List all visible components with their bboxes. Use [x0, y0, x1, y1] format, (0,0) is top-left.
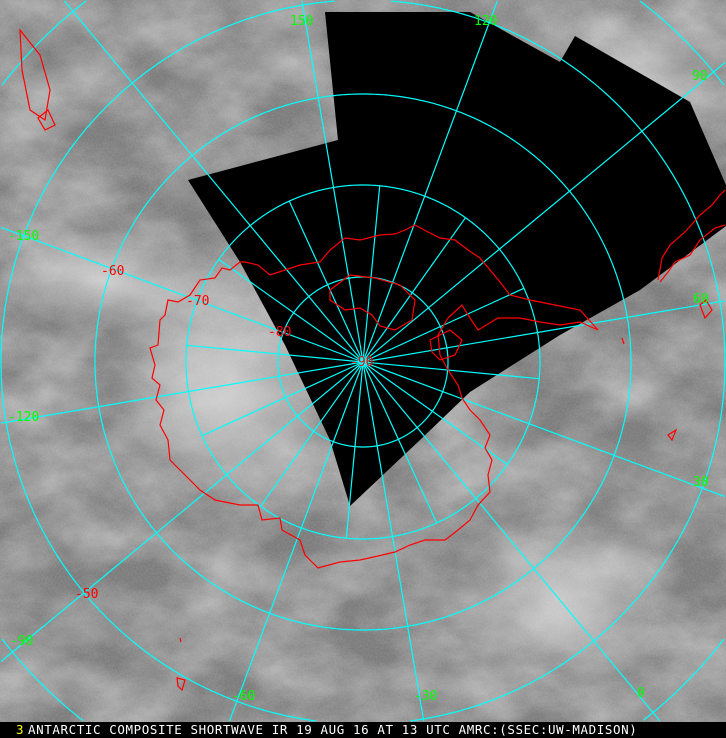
meridian-line [301, 0, 364, 363]
meridian-line [218, 259, 364, 363]
meridian-line [362, 361, 508, 465]
longitude-label: -150 [8, 229, 39, 244]
latitude-circle [277, 276, 449, 448]
latitude-circle [185, 184, 541, 540]
meridian-line [362, 217, 466, 363]
longitude-label: -120 [8, 410, 39, 425]
meridian-line [63, 0, 364, 363]
meridian-line [201, 361, 364, 437]
meridian-line [362, 185, 381, 363]
polar-stereographic-map: 150 120 90 60 30 0 -30 -60 -90 -120 -150 -50 -60 -70 -… [0, 0, 726, 722]
longitude-label: 30 [693, 475, 709, 490]
latitude-label: -50 [75, 587, 98, 602]
antarctic-coastline [149, 189, 726, 569]
latitude-label: -80 [268, 325, 291, 340]
longitude-label: 90 [692, 69, 708, 84]
graticule-labels: 150 120 90 60 30 0 -30 -60 -90 -120 -150 -50 -60 -70 -… [8, 14, 709, 704]
latitude-circle [94, 93, 632, 631]
latitude-circle [1, 0, 725, 721]
longitude-label: -30 [414, 689, 437, 704]
meridian-line [0, 361, 364, 662]
meridian-line [186, 344, 364, 363]
meridian-line [228, 361, 364, 722]
longitude-label: 0 [637, 686, 645, 701]
meridian-line [0, 361, 364, 424]
longitude-label: -90 [10, 634, 33, 649]
latitude-label: -60 [101, 264, 124, 279]
latitude-circle [0, 0, 726, 722]
small-islands [19, 28, 713, 692]
caption-mark: 3 [16, 722, 24, 737]
meridian-line [362, 361, 438, 524]
caption-bar [0, 722, 28, 738]
meridian-line [362, 361, 425, 722]
longitude-label: 60 [693, 292, 709, 307]
latitude-label: -70 [186, 294, 209, 309]
longitude-label: -60 [232, 689, 255, 704]
meridian-line [362, 62, 726, 363]
longitude-label: 120 [474, 14, 497, 29]
meridian-line [362, 300, 726, 363]
meridian-line [288, 200, 364, 363]
graticule [0, 0, 726, 722]
meridian-line [260, 361, 364, 507]
longitude-label: 150 [290, 14, 313, 29]
meridian-line [362, 361, 540, 380]
meridian-line [0, 226, 364, 363]
meridian-line [362, 361, 661, 722]
no-data-region [188, 12, 726, 506]
image-caption: ANTARCTIC COMPOSITE SHORTWAVE IR 19 AUG … [28, 722, 726, 738]
meridian-line [362, 361, 726, 498]
latitude-label: -90 [350, 355, 373, 370]
meridian-line [362, 0, 498, 363]
meridian-line [345, 361, 364, 539]
